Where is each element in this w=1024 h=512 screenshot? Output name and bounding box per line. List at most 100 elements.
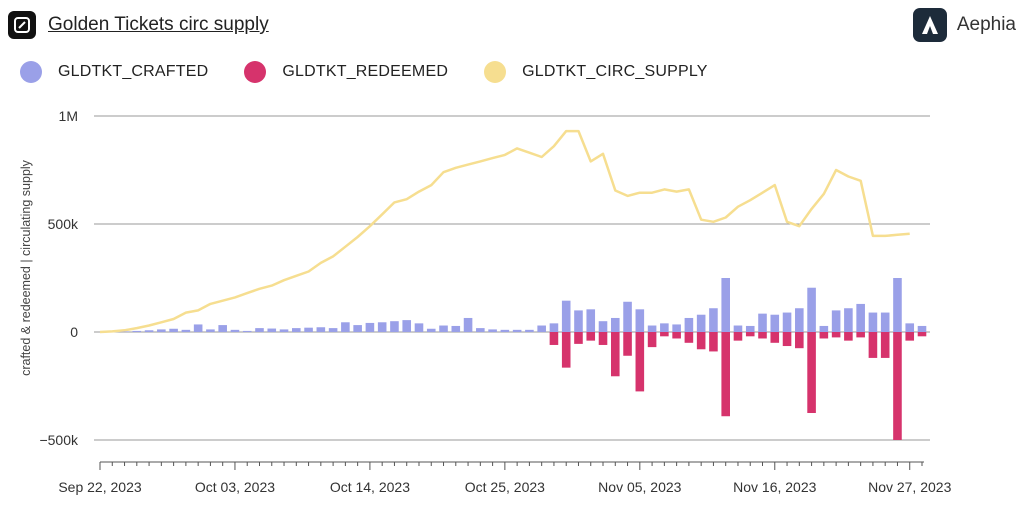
bar-redeemed bbox=[733, 332, 743, 341]
bar-crafted bbox=[365, 322, 375, 332]
bar-crafted bbox=[537, 325, 546, 332]
bar-crafted bbox=[549, 323, 559, 332]
x-tick-label: Oct 25, 2023 bbox=[465, 479, 545, 495]
y-tick-label: −500k bbox=[39, 432, 79, 448]
bar-redeemed bbox=[623, 332, 632, 356]
x-tick-label: Nov 16, 2023 bbox=[733, 479, 816, 495]
bar-crafted bbox=[451, 325, 461, 332]
x-tick-label: Oct 03, 2023 bbox=[195, 479, 275, 495]
bar-crafted bbox=[880, 312, 890, 332]
bar-crafted bbox=[598, 321, 608, 332]
x-tick-label: Nov 27, 2023 bbox=[868, 479, 951, 495]
legend-item-circ-supply[interactable]: GLDTKT_CIRC_SUPPLY bbox=[484, 61, 708, 83]
bar-redeemed bbox=[868, 332, 878, 358]
bar-redeemed bbox=[696, 332, 706, 350]
legend-item-redeemed[interactable]: GLDTKT_REDEEMED bbox=[244, 61, 448, 83]
bar-crafted bbox=[242, 330, 252, 332]
x-tick-label: Oct 14, 2023 bbox=[330, 479, 410, 495]
bar-crafted bbox=[181, 329, 191, 332]
bar-crafted bbox=[782, 312, 792, 332]
bar-redeemed bbox=[586, 332, 596, 341]
y-tick-label: 1M bbox=[59, 108, 78, 124]
chart-title-link[interactable]: Golden Tickets circ supply bbox=[48, 14, 269, 35]
bar-redeemed bbox=[893, 332, 902, 440]
bar-crafted bbox=[709, 308, 718, 332]
bar-crafted bbox=[721, 278, 730, 332]
bar-crafted bbox=[917, 325, 927, 332]
bar-redeemed bbox=[647, 332, 657, 348]
bar-crafted bbox=[512, 329, 522, 332]
bar-crafted bbox=[169, 328, 178, 332]
bar-crafted bbox=[684, 317, 694, 332]
bar-crafted bbox=[733, 325, 743, 332]
bar-crafted bbox=[476, 328, 485, 332]
bar-redeemed bbox=[598, 332, 608, 345]
bar-redeemed bbox=[880, 332, 890, 358]
bar-redeemed bbox=[610, 332, 620, 377]
legend-swatch-circ-supply bbox=[484, 61, 507, 83]
brand: Aephia bbox=[912, 8, 1016, 42]
brand-name: Aephia bbox=[956, 14, 1016, 35]
y-axis-label: crafted & redeemed | circulating supply bbox=[19, 159, 33, 376]
bar-crafted bbox=[893, 278, 902, 332]
bar-crafted bbox=[819, 325, 829, 332]
bar-crafted bbox=[844, 308, 853, 332]
bar-crafted bbox=[120, 331, 129, 332]
bar-crafted bbox=[561, 300, 571, 332]
bar-redeemed bbox=[856, 332, 865, 338]
aephia-logo-icon bbox=[912, 8, 947, 42]
bar-redeemed bbox=[745, 332, 755, 337]
x-tick-label: Nov 05, 2023 bbox=[598, 479, 681, 495]
bar-redeemed bbox=[795, 332, 804, 349]
bar-crafted bbox=[230, 329, 240, 332]
bar-crafted bbox=[574, 310, 583, 332]
bar-crafted bbox=[610, 317, 620, 332]
bar-crafted bbox=[623, 301, 632, 332]
bar-crafted bbox=[647, 325, 657, 332]
bar-redeemed bbox=[709, 332, 718, 352]
bar-crafted bbox=[292, 328, 301, 332]
bar-crafted bbox=[463, 317, 473, 332]
ticket-logo-icon bbox=[8, 11, 36, 39]
bar-redeemed bbox=[770, 332, 780, 343]
bar-crafted bbox=[402, 320, 412, 332]
bar-redeemed bbox=[807, 332, 816, 413]
y-tick-label: 0 bbox=[70, 324, 78, 340]
bar-redeemed bbox=[672, 332, 681, 339]
bar-crafted bbox=[696, 314, 706, 332]
bar-crafted bbox=[341, 322, 350, 332]
bar-redeemed bbox=[917, 332, 927, 337]
bar-crafted bbox=[500, 329, 510, 332]
bar-crafted bbox=[304, 327, 313, 332]
bar-crafted bbox=[157, 329, 166, 332]
bar-crafted bbox=[868, 312, 878, 332]
bar-crafted bbox=[267, 328, 277, 332]
bar-crafted bbox=[414, 323, 424, 332]
bar-redeemed bbox=[635, 332, 645, 392]
legend-item-crafted[interactable]: GLDTKT_CRAFTED bbox=[20, 61, 208, 83]
bar-crafted bbox=[488, 329, 497, 332]
bar-crafted bbox=[758, 313, 767, 332]
bar-redeemed bbox=[660, 332, 669, 337]
bar-crafted bbox=[390, 321, 399, 332]
bar-crafted bbox=[218, 325, 227, 332]
bar-crafted bbox=[439, 325, 448, 332]
bar-crafted bbox=[255, 328, 264, 332]
bar-crafted bbox=[672, 324, 681, 332]
bar-redeemed bbox=[574, 332, 583, 344]
legend-swatch-redeemed bbox=[244, 61, 267, 83]
bar-crafted bbox=[426, 328, 436, 332]
bar-crafted bbox=[770, 314, 780, 332]
bar-redeemed bbox=[782, 332, 792, 347]
legend-label-redeemed: GLDTKT_REDEEMED bbox=[282, 63, 449, 80]
bar-redeemed bbox=[819, 332, 829, 339]
legend-label-circ-supply: GLDTKT_CIRC_SUPPLY bbox=[522, 63, 708, 80]
bar-crafted bbox=[353, 325, 362, 332]
bar-redeemed bbox=[684, 332, 694, 343]
legend-swatch-crafted bbox=[20, 61, 42, 83]
bar-crafted bbox=[525, 329, 534, 332]
legend-label-crafted: GLDTKT_CRAFTED bbox=[58, 63, 209, 80]
bar-crafted bbox=[144, 330, 154, 332]
bar-redeemed bbox=[758, 332, 767, 339]
